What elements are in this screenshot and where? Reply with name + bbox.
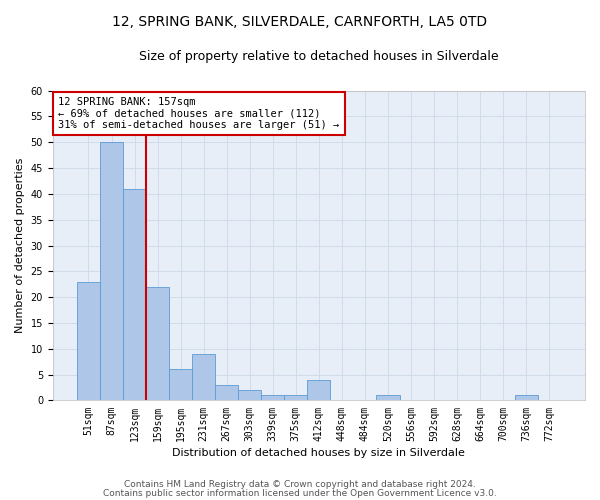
Bar <box>100 142 123 401</box>
Bar <box>123 188 146 400</box>
Bar <box>238 390 261 400</box>
Bar <box>146 287 169 401</box>
Bar <box>192 354 215 401</box>
Title: Size of property relative to detached houses in Silverdale: Size of property relative to detached ho… <box>139 50 499 63</box>
Bar <box>284 396 307 400</box>
Bar <box>169 370 192 400</box>
Bar <box>307 380 331 400</box>
Y-axis label: Number of detached properties: Number of detached properties <box>15 158 25 333</box>
Bar <box>515 396 538 400</box>
Bar <box>215 385 238 400</box>
Bar <box>376 396 400 400</box>
Text: 12 SPRING BANK: 157sqm
← 69% of detached houses are smaller (112)
31% of semi-de: 12 SPRING BANK: 157sqm ← 69% of detached… <box>58 97 340 130</box>
Bar <box>261 396 284 400</box>
Text: Contains public sector information licensed under the Open Government Licence v3: Contains public sector information licen… <box>103 489 497 498</box>
X-axis label: Distribution of detached houses by size in Silverdale: Distribution of detached houses by size … <box>172 448 466 458</box>
Bar <box>77 282 100 401</box>
Text: 12, SPRING BANK, SILVERDALE, CARNFORTH, LA5 0TD: 12, SPRING BANK, SILVERDALE, CARNFORTH, … <box>112 15 488 29</box>
Text: Contains HM Land Registry data © Crown copyright and database right 2024.: Contains HM Land Registry data © Crown c… <box>124 480 476 489</box>
